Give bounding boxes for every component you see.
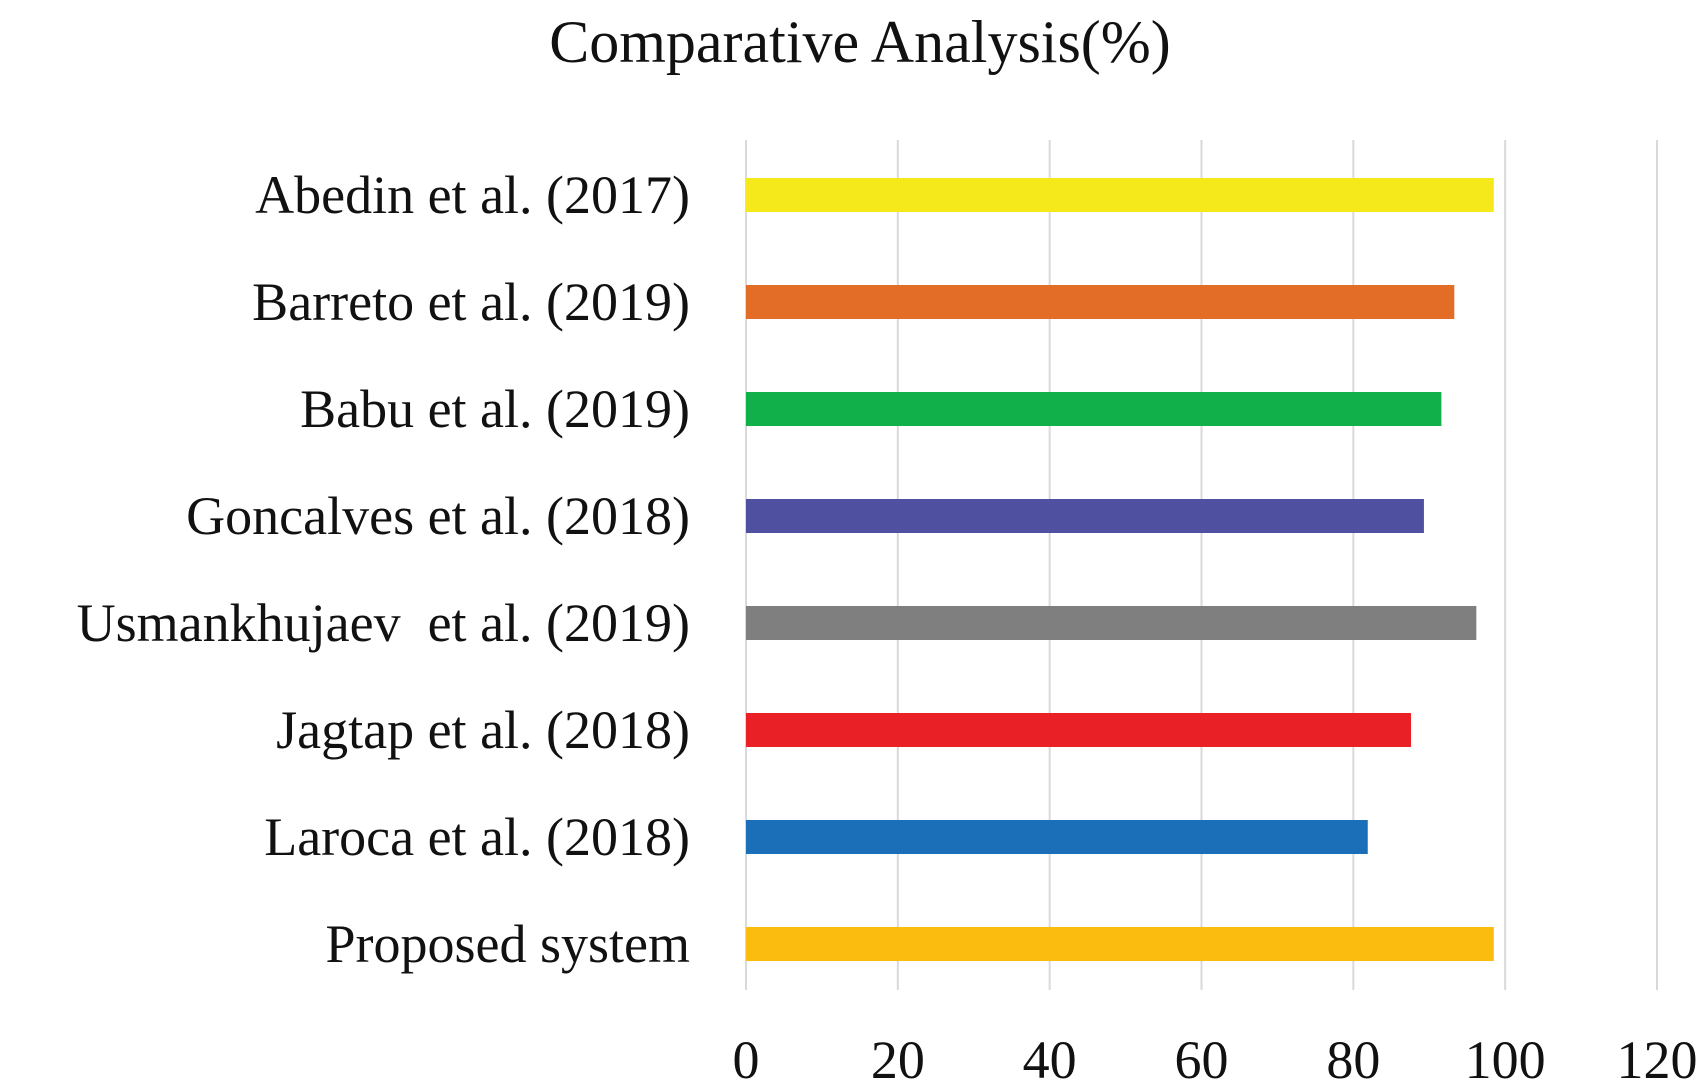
bar-6 (746, 713, 1412, 747)
bars (746, 178, 1494, 961)
category-label-3: Babu et al. (2019) (300, 379, 690, 439)
bar-2 (746, 285, 1455, 319)
category-label-5: Usmankhujaev et al. (2019) (77, 593, 690, 653)
gridlines (745, 140, 1658, 990)
bar-3 (746, 392, 1442, 426)
category-label-4: Goncalves et al. (2018) (186, 486, 690, 546)
bar-4 (746, 499, 1424, 533)
x-tick-label-60: 60 (1175, 1030, 1229, 1088)
bar-7 (746, 820, 1368, 854)
category-label-1: Abedin et al. (2017) (255, 165, 690, 225)
category-label-2: Barreto et al. (2019) (252, 272, 690, 332)
x-tick-label-20: 20 (871, 1030, 925, 1088)
category-label-6: Jagtap et al. (2018) (276, 700, 690, 760)
category-labels: Abedin et al. (2017) Barreto et al. (2019… (77, 165, 690, 974)
x-axis-tick-labels: 0 20 40 60 80 100 120 (733, 1030, 1698, 1088)
x-tick-label-120: 120 (1617, 1030, 1698, 1088)
category-label-7: Laroca et al. (2018) (264, 807, 690, 867)
x-tick-label-100: 100 (1465, 1030, 1546, 1088)
x-tick-label-0: 0 (733, 1030, 760, 1088)
bar-5 (746, 606, 1477, 640)
bar-1 (746, 178, 1494, 212)
x-tick-label-40: 40 (1023, 1030, 1077, 1088)
chart-title: Comparative Analysis(%) (549, 9, 1171, 75)
bar-8 (746, 927, 1494, 961)
x-tick-label-80: 80 (1326, 1030, 1380, 1088)
category-label-8: Proposed system (326, 914, 691, 974)
